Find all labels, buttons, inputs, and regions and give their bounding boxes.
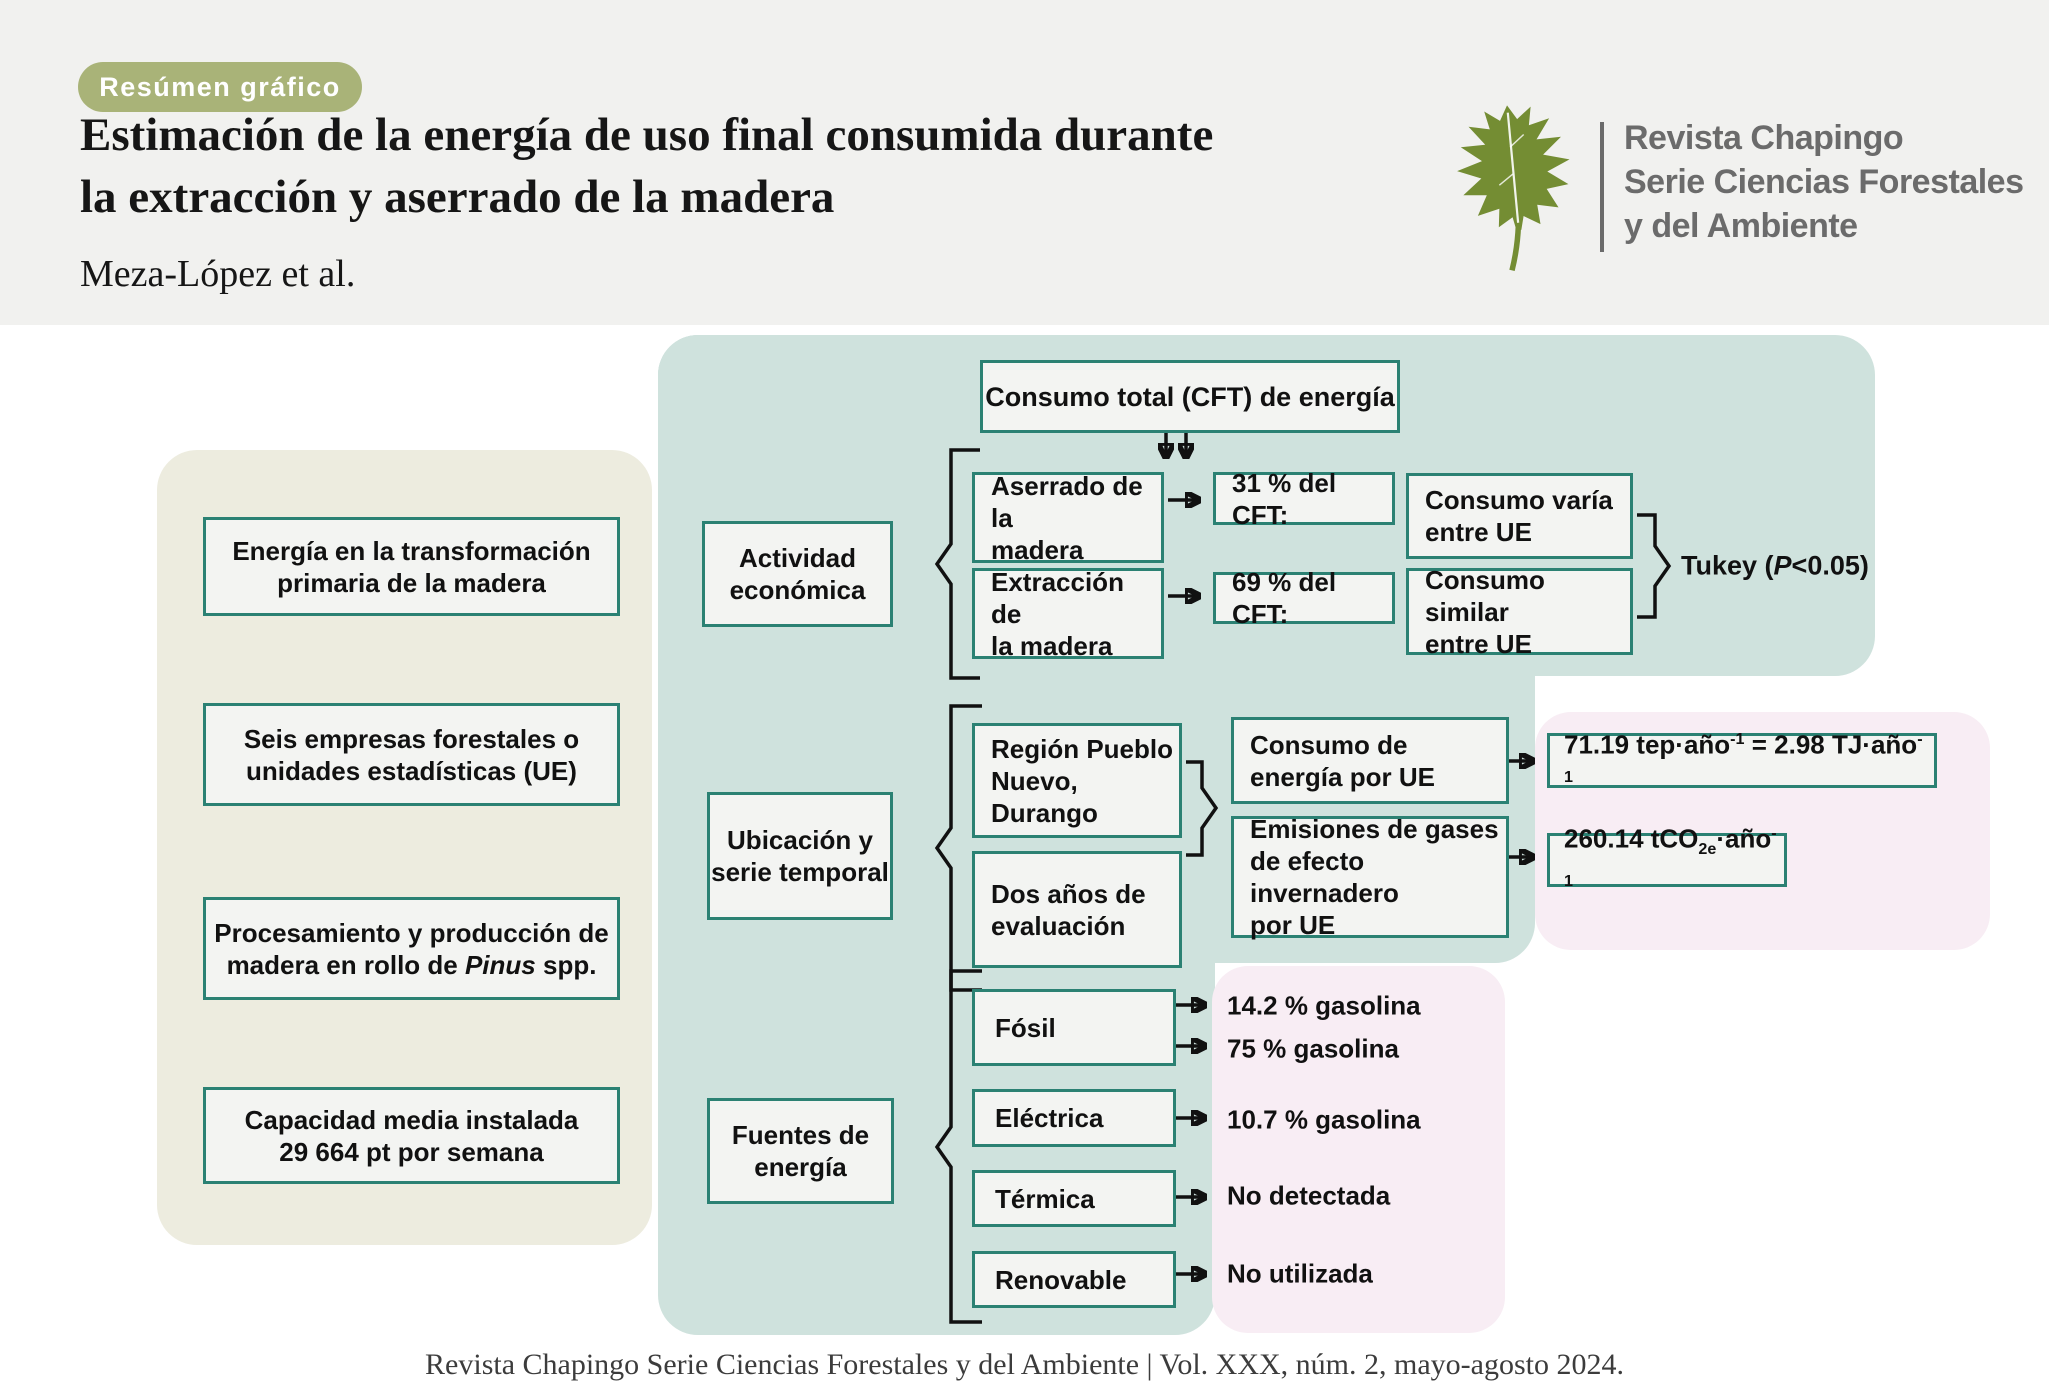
- context-box-procesamiento-line2: madera en rollo de Pinus spp.: [226, 949, 597, 980]
- page-title: Estimación de la energía de uso final co…: [80, 104, 1380, 228]
- context-box-capacidad-line1: Capacidad media instalada: [244, 1104, 579, 1135]
- context-box-energia-line2: primaria de la madera: [277, 567, 546, 598]
- result-box-energia: 71.19 tep·año-1 = 2.98 TJ·año-1: [1547, 730, 1937, 788]
- context-box-procesamiento: Procesamiento y producción de madera en …: [203, 897, 620, 1000]
- label-fuentes-energia: Fuentes de energía: [707, 1098, 894, 1204]
- result-fosil-gasolina: 14.2 % gasolina: [1227, 990, 1421, 1021]
- context-box-capacidad: Capacidad media instalada 29 664 pt por …: [203, 1087, 620, 1184]
- oak-leaf-icon: [1457, 105, 1570, 272]
- title-line-1: Estimación de la energía de uso final co…: [80, 109, 1214, 161]
- context-box-empresas: Seis empresas forestales o unidades esta…: [203, 703, 620, 806]
- context-box-procesamiento-line1: Procesamiento y producción de: [214, 917, 609, 948]
- result-fosil-gasolina-2: 75 % gasolina: [1227, 1033, 1399, 1064]
- tukey-annotation: Tukey (P<0.05): [1681, 550, 1869, 581]
- node-consumo-varia: Consumo varía entre UE: [1406, 473, 1633, 559]
- context-box-empresas-line1: Seis empresas forestales o: [243, 723, 580, 754]
- result-energia-value: 71.19 tep·año-1 = 2.98 TJ·año-1: [1564, 729, 1923, 786]
- node-aserrado: Aserrado de la madera: [972, 471, 1164, 565]
- author-line: Meza-López et al.: [80, 253, 356, 295]
- logo-divider: [1600, 122, 1604, 252]
- node-emisiones-ue: Emisiones de gases de efecto invernadero…: [1231, 814, 1509, 940]
- result-emisiones-value: 260.14 tCO2e·año-1: [1564, 823, 1777, 891]
- node-consumo-similar: Consumo similar entre UE: [1406, 565, 1633, 659]
- context-box-energia-line1: Energía en la transformación: [232, 535, 591, 566]
- result-box-emisiones: 260.14 tCO2e·año-1: [1547, 824, 1787, 890]
- badge-label: Resúmen gráfico: [99, 71, 341, 102]
- journal-line-2: Serie Ciencias Forestales: [1624, 163, 2024, 201]
- context-box-energia: Energía en la transformación primaria de…: [203, 517, 620, 616]
- node-renovable: Renovable: [972, 1251, 1176, 1308]
- abstract-type-badge: Resúmen gráfico: [78, 62, 362, 112]
- panel-results-bottom: [1212, 966, 1505, 1333]
- node-electrica: Eléctrica: [972, 1089, 1176, 1147]
- node-cft-31: 31 % del CFT:: [1213, 468, 1395, 530]
- tukey-p-italic: P: [1773, 550, 1792, 581]
- node-fosil: Fósil: [972, 989, 1176, 1066]
- journal-line-3: y del Ambiente: [1624, 207, 1858, 245]
- context-box-capacidad-line2: 29 664 pt por semana: [279, 1136, 544, 1167]
- result-termica-no-detectada: No detectada: [1227, 1180, 1391, 1211]
- journal-wordmark: Revista Chapingo Serie Ciencias Forestal…: [1624, 116, 2024, 248]
- footer-citation: Revista Chapingo Serie Ciencias Forestal…: [425, 1348, 1624, 1381]
- node-consumo-energia-ue: Consumo de energía por UE: [1231, 717, 1509, 804]
- context-box-empresas-line2: unidades estadísticas (UE): [246, 755, 577, 786]
- header-background: [0, 0, 2049, 325]
- result-electrica-gasolina: 10.7 % gasolina: [1227, 1104, 1421, 1135]
- node-consumo-total-label: Consumo total (CFT) de energía: [985, 381, 1395, 412]
- title-line-2: la extracción y aserrado de la madera: [80, 171, 835, 223]
- node-dos-anos: Dos años de evaluación: [972, 851, 1182, 968]
- pinus-species-italic: Pinus: [464, 949, 536, 980]
- node-cft-69: 69 % del CFT:: [1213, 567, 1395, 629]
- result-renovable-no-utilizada: No utilizada: [1227, 1258, 1373, 1289]
- node-region: Región Pueblo Nuevo, Durango: [972, 723, 1182, 838]
- journal-line-1: Revista Chapingo: [1624, 119, 1904, 157]
- label-actividad-economica: Actividad económica: [702, 521, 893, 627]
- node-consumo-total: Consumo total (CFT) de energía: [980, 360, 1400, 433]
- node-termica: Térmica: [972, 1170, 1176, 1227]
- node-extraccion: Extracción de la madera: [972, 567, 1164, 661]
- label-ubicacion: Ubicación y serie temporal: [707, 792, 893, 920]
